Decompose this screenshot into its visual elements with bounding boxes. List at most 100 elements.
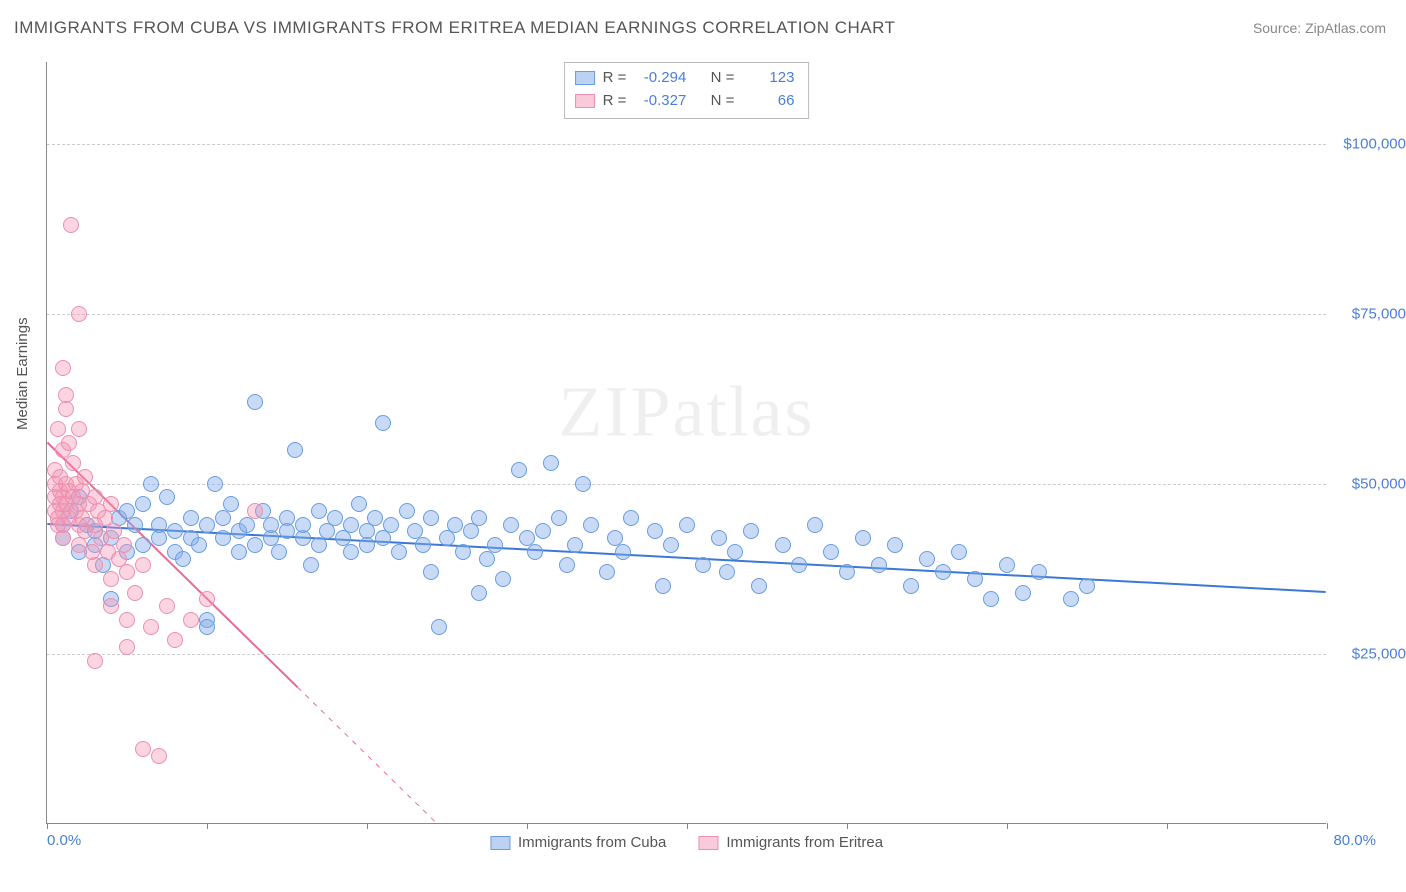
data-point: [719, 564, 735, 580]
data-point: [983, 591, 999, 607]
data-point: [65, 455, 81, 471]
data-point: [415, 537, 431, 553]
data-point: [127, 585, 143, 601]
data-point: [967, 571, 983, 587]
data-point: [143, 619, 159, 635]
gridline: [47, 484, 1326, 485]
legend-swatch: [698, 836, 718, 850]
data-point: [383, 517, 399, 533]
data-point: [423, 564, 439, 580]
data-point: [327, 510, 343, 526]
legend-swatch: [490, 836, 510, 850]
x-tick: [367, 823, 368, 829]
data-point: [471, 585, 487, 601]
data-point: [479, 551, 495, 567]
data-point: [623, 510, 639, 526]
data-point: [50, 421, 66, 437]
data-point: [575, 476, 591, 492]
data-point: [183, 612, 199, 628]
data-point: [87, 557, 103, 573]
data-point: [711, 530, 727, 546]
data-point: [951, 544, 967, 560]
data-point: [743, 523, 759, 539]
data-point: [127, 517, 143, 533]
data-point: [151, 530, 167, 546]
data-point: [455, 544, 471, 560]
data-point: [551, 510, 567, 526]
data-point: [183, 510, 199, 526]
stats-box: R =-0.294 N =123R = -0.327 N = 66: [564, 62, 810, 119]
data-point: [391, 544, 407, 560]
x-tick: [687, 823, 688, 829]
data-point: [887, 537, 903, 553]
x-tick: [1167, 823, 1168, 829]
data-point: [447, 517, 463, 533]
r-value: -0.327: [634, 90, 686, 113]
data-point: [999, 557, 1015, 573]
data-point: [159, 598, 175, 614]
data-point: [375, 415, 391, 431]
x-tick: [47, 823, 48, 829]
x-tick: [527, 823, 528, 829]
data-point: [343, 517, 359, 533]
data-point: [279, 523, 295, 539]
data-point: [103, 496, 119, 512]
data-point: [903, 578, 919, 594]
data-point: [135, 557, 151, 573]
trend-lines-layer: [47, 62, 1326, 823]
data-point: [303, 557, 319, 573]
data-point: [559, 557, 575, 573]
x-tick: [1007, 823, 1008, 829]
data-point: [55, 530, 71, 546]
scatter-plot: ZIPatlas R =-0.294 N =123R =-0.327 N =66…: [46, 62, 1326, 824]
data-point: [871, 557, 887, 573]
data-point: [439, 530, 455, 546]
x-tick: [847, 823, 848, 829]
data-point: [135, 496, 151, 512]
legend-swatch: [575, 94, 595, 108]
data-point: [599, 564, 615, 580]
data-point: [135, 741, 151, 757]
data-point: [511, 462, 527, 478]
data-point: [495, 571, 511, 587]
legend-label: Immigrants from Eritrea: [726, 834, 883, 851]
data-point: [71, 421, 87, 437]
data-point: [751, 578, 767, 594]
r-label: R =: [603, 67, 627, 90]
data-point: [151, 748, 167, 764]
data-point: [215, 510, 231, 526]
data-point: [615, 544, 631, 560]
data-point: [463, 523, 479, 539]
n-value: 123: [742, 67, 794, 90]
data-point: [319, 523, 335, 539]
data-point: [855, 530, 871, 546]
data-point: [807, 517, 823, 533]
data-point: [431, 619, 447, 635]
data-point: [61, 435, 77, 451]
data-point: [1079, 578, 1095, 594]
data-point: [775, 537, 791, 553]
data-point: [191, 537, 207, 553]
data-point: [77, 469, 93, 485]
data-point: [167, 632, 183, 648]
data-point: [247, 537, 263, 553]
data-point: [175, 551, 191, 567]
data-point: [311, 503, 327, 519]
n-value: 66: [742, 90, 794, 113]
data-point: [543, 455, 559, 471]
data-point: [727, 544, 743, 560]
data-point: [119, 612, 135, 628]
stats-row: R =-0.294 N =123: [575, 67, 795, 90]
r-label: R =: [603, 90, 627, 113]
data-point: [199, 591, 215, 607]
data-point: [151, 517, 167, 533]
gridline: [47, 314, 1326, 315]
n-label: N =: [711, 90, 735, 113]
data-point: [239, 517, 255, 533]
data-point: [919, 551, 935, 567]
data-point: [199, 619, 215, 635]
data-point: [263, 517, 279, 533]
chart-title: IMMIGRANTS FROM CUBA VS IMMIGRANTS FROM …: [14, 18, 895, 38]
legend-label: Immigrants from Cuba: [518, 834, 666, 851]
data-point: [119, 564, 135, 580]
